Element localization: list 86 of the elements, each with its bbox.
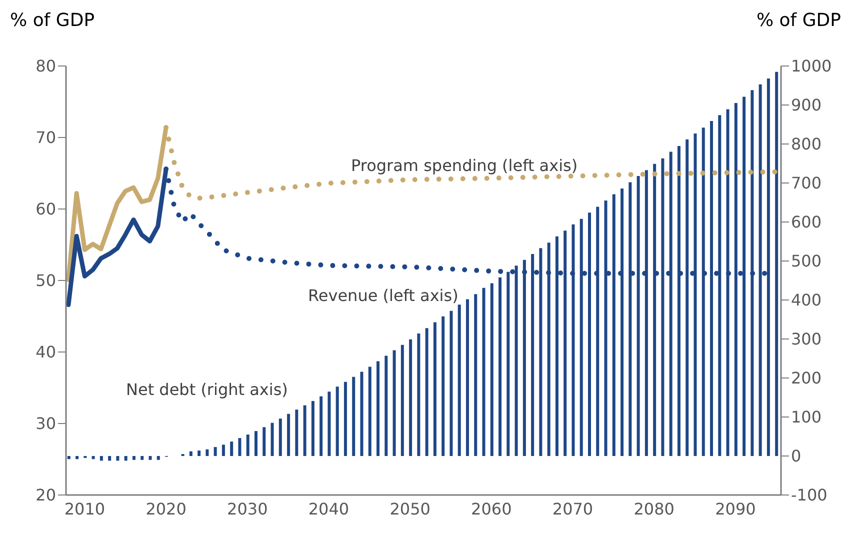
- bar: [287, 414, 290, 456]
- bar: [360, 372, 364, 456]
- bar: [376, 361, 380, 456]
- bar: [303, 405, 306, 456]
- bar: [230, 442, 234, 456]
- bar: [254, 431, 258, 456]
- bar: [442, 316, 445, 456]
- x-tick-label: 2090: [715, 499, 756, 518]
- series-label: Revenue (left axis): [308, 286, 458, 305]
- y2-tick-label: 800: [791, 134, 822, 154]
- bar: [433, 322, 436, 456]
- bar: [156, 456, 160, 460]
- bar: [222, 444, 225, 456]
- bar: [148, 456, 152, 460]
- x-tick-label: 2060: [471, 499, 512, 518]
- y-tick-label: 60: [36, 200, 56, 219]
- bar: [450, 310, 453, 456]
- y2-tick-label: 400: [791, 290, 822, 310]
- bar: [206, 449, 209, 456]
- y2-tick-label: 100: [791, 408, 822, 427]
- bar: [100, 456, 103, 461]
- bar: [352, 376, 356, 456]
- bar: [124, 456, 128, 461]
- bar: [661, 158, 664, 456]
- bar: [278, 418, 282, 456]
- y-tick-label: 70: [36, 128, 56, 148]
- x-tick-label: 2080: [634, 499, 674, 518]
- bar: [67, 456, 70, 460]
- bar: [295, 410, 298, 456]
- y2-tick-label: 0: [791, 446, 802, 466]
- bar: [311, 401, 314, 456]
- bar: [368, 366, 372, 456]
- bar: [636, 176, 640, 456]
- y-tick-label: 30: [36, 414, 56, 434]
- y2-tick-label: 200: [791, 368, 822, 388]
- series-label: Program spending (left axis): [351, 156, 578, 175]
- bar: [320, 396, 323, 456]
- series-label: Net debt (right axis): [126, 380, 288, 399]
- bar: [189, 451, 192, 456]
- y-axis-title: % of GDP: [10, 10, 95, 31]
- bar: [76, 456, 79, 460]
- bar: [92, 456, 95, 460]
- bar: [775, 72, 778, 456]
- y2-tick-label: 500: [791, 252, 822, 271]
- x-tick-label: 2010: [64, 499, 106, 518]
- bar: [198, 450, 201, 456]
- x-tick-label: 2070: [552, 499, 594, 518]
- bar: [474, 294, 478, 456]
- y2-tick-label: 600: [791, 212, 822, 232]
- bar: [490, 283, 494, 456]
- bar: [400, 344, 404, 456]
- y-tick-label: 50: [36, 271, 56, 290]
- bar: [262, 427, 266, 456]
- x-tick-label: 2020: [146, 499, 186, 518]
- bar: [425, 328, 428, 456]
- bar: [336, 386, 339, 456]
- y2-tick-label: 700: [791, 174, 822, 193]
- bar: [132, 456, 136, 460]
- y-tick-label: 80: [36, 56, 56, 76]
- bar: [270, 422, 274, 456]
- bar: [392, 350, 396, 456]
- bar: [417, 334, 420, 456]
- y-tick-label: 40: [36, 342, 56, 362]
- bar: [344, 382, 347, 456]
- bar: [409, 339, 412, 456]
- bar: [116, 456, 120, 461]
- bar: [238, 438, 242, 456]
- y2-axis-title: % of GDP: [756, 10, 841, 31]
- bar: [498, 277, 502, 456]
- bar: [214, 447, 217, 456]
- bar: [466, 299, 469, 456]
- x-tick-label: 2050: [390, 499, 430, 518]
- x-tick-label: 2030: [227, 499, 268, 518]
- bar: [458, 304, 461, 456]
- y2-tick-label: 1000: [791, 56, 832, 76]
- bar: [482, 288, 486, 456]
- bar: [328, 392, 331, 456]
- x-tick-label: 2040: [308, 499, 350, 518]
- bar: [246, 434, 250, 456]
- y2-tick-label: 300: [791, 330, 822, 349]
- bar: [108, 456, 112, 461]
- y-tick-label: 20: [36, 486, 56, 505]
- bar: [140, 456, 144, 460]
- y2-tick-label: 900: [791, 96, 822, 115]
- y2-tick-label: -100: [791, 486, 828, 505]
- bar: [384, 356, 388, 456]
